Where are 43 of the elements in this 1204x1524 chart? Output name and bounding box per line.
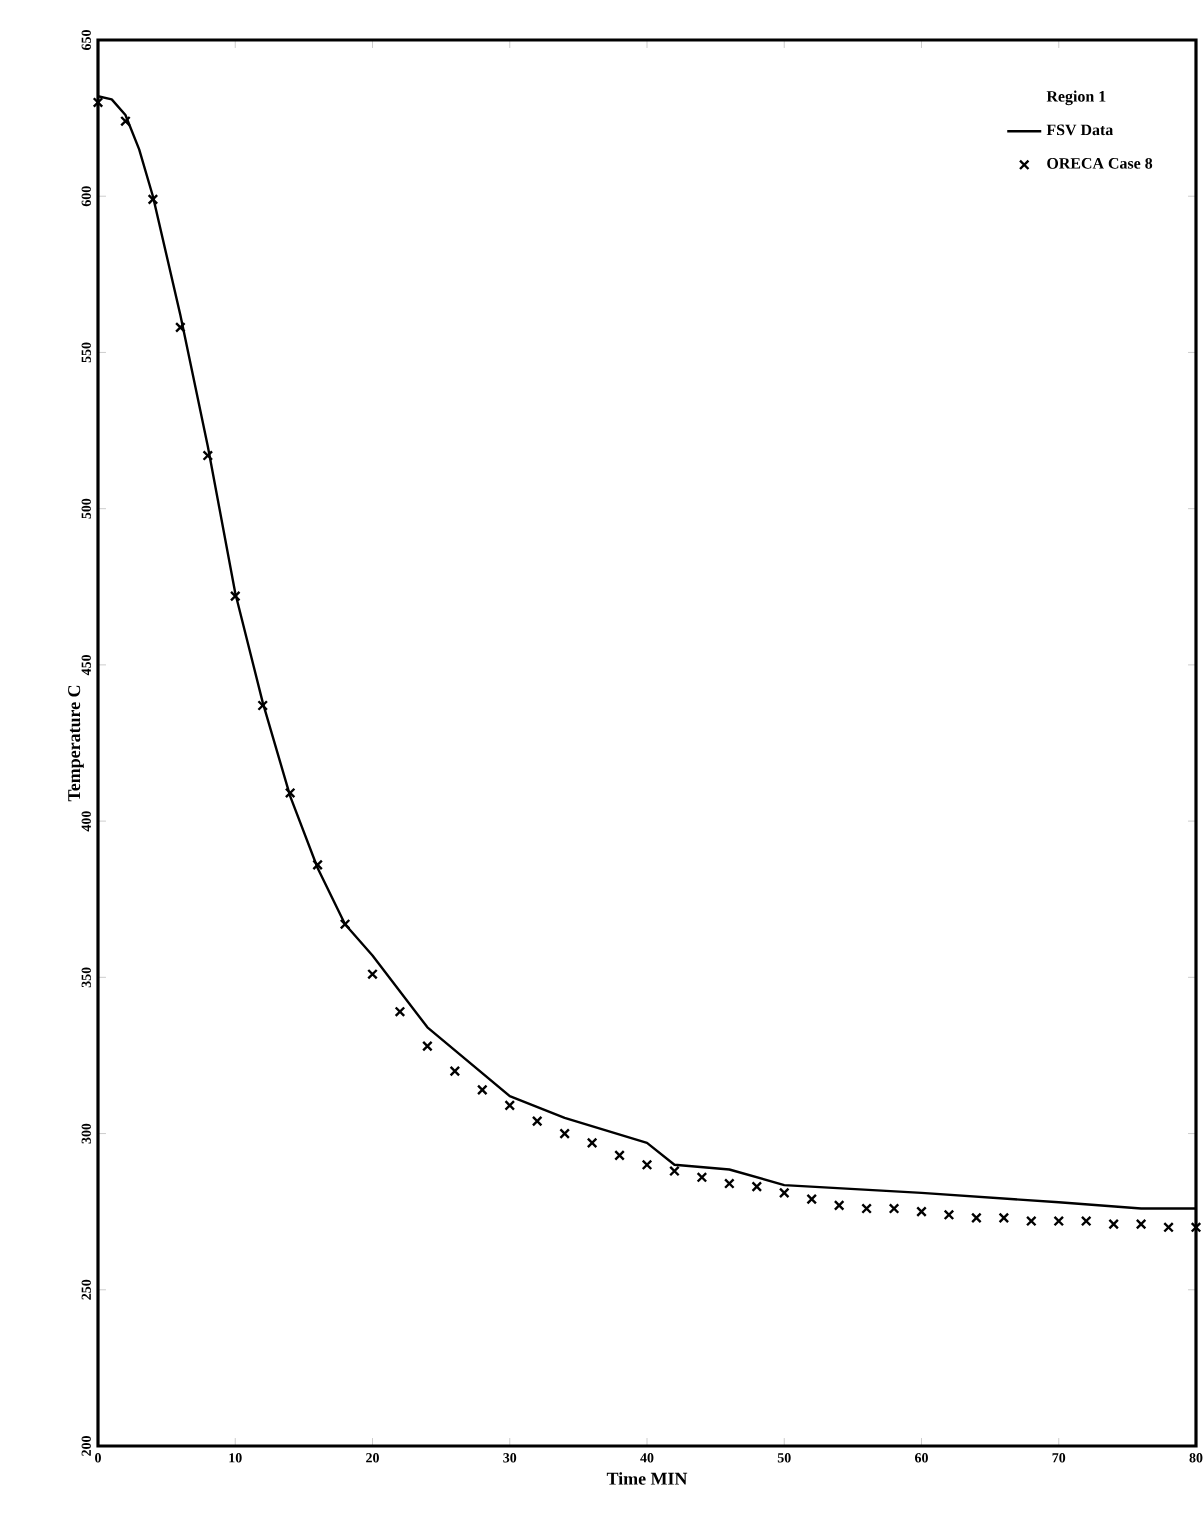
point [339, 918, 351, 930]
point [641, 1159, 653, 1171]
point [202, 450, 214, 461]
point [284, 787, 296, 799]
point [1080, 1215, 1092, 1227]
point [614, 1150, 625, 1161]
point [120, 115, 131, 127]
point [998, 1212, 1010, 1224]
point [312, 859, 324, 871]
point [806, 1193, 818, 1205]
point [696, 1171, 708, 1183]
point [1190, 1221, 1202, 1233]
point [449, 1065, 461, 1077]
point [531, 1115, 543, 1127]
point [1025, 1215, 1037, 1227]
point [257, 700, 269, 711]
point [751, 1181, 763, 1193]
point [367, 968, 378, 980]
point [92, 97, 104, 108]
point [943, 1209, 955, 1221]
point [1163, 1221, 1174, 1233]
point [1108, 1218, 1120, 1230]
point [504, 1100, 516, 1111]
point [476, 1084, 488, 1096]
point [970, 1212, 982, 1224]
point [559, 1128, 571, 1139]
y-axis-title: Temperature C [68, 685, 84, 802]
point [586, 1137, 598, 1149]
point [1053, 1215, 1065, 1227]
point [778, 1187, 790, 1199]
point [888, 1203, 900, 1214]
point [147, 193, 159, 205]
point [1135, 1218, 1147, 1230]
point [861, 1203, 873, 1214]
x-axis-title: Time MIN [606, 1472, 688, 1485]
point [174, 322, 186, 333]
point [229, 590, 241, 602]
point [833, 1199, 845, 1211]
point [421, 1040, 433, 1052]
point [669, 1165, 680, 1177]
point [916, 1206, 927, 1218]
point [723, 1178, 735, 1189]
point [394, 1006, 406, 1018]
